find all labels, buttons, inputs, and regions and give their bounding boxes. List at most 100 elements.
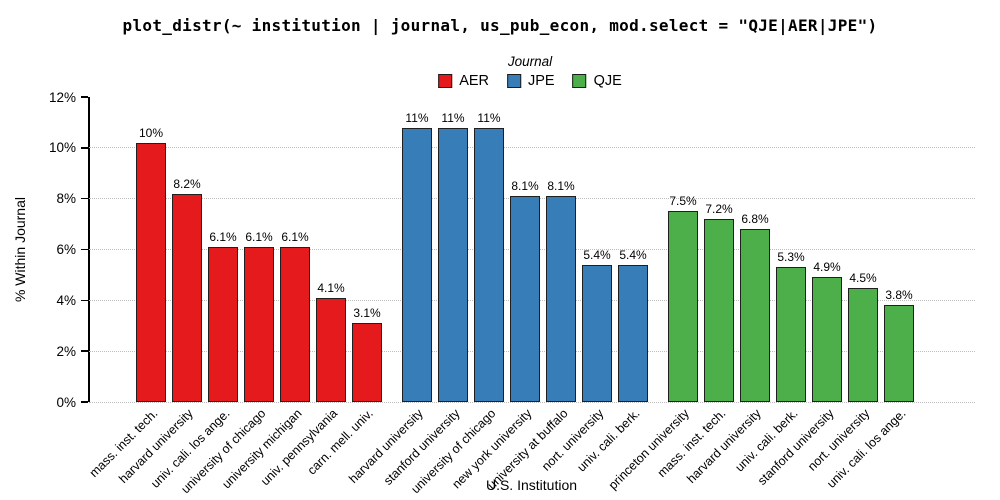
- bar-cell: 8.1% new york university: [449, 179, 540, 491]
- bar: [582, 264, 612, 402]
- gridline: [89, 147, 975, 149]
- bar-cell: 11% university of chicago: [408, 110, 504, 496]
- bar-value-label: 10%: [138, 125, 164, 140]
- bar-cell: 8.2% harvard university: [117, 176, 202, 486]
- bar-cell: 6.1% univ. cali. los ange.: [148, 229, 238, 491]
- bar-cell: 11% stanford university: [381, 110, 468, 488]
- bar: [172, 193, 202, 402]
- bar-cell: 5.4% nort. university: [539, 247, 612, 474]
- bar: [438, 127, 468, 402]
- legend: Journal AER JPE QJE: [438, 54, 622, 89]
- bar: [208, 246, 238, 402]
- bar-cell: 4.1% univ. pennsylvania: [258, 280, 346, 488]
- bar: [402, 127, 432, 402]
- y-axis-title-text: % Within Journal: [12, 196, 28, 303]
- bar: [618, 264, 648, 402]
- legend-item-label: AER: [459, 73, 490, 89]
- y-tick-label: 12%: [48, 89, 76, 105]
- aer-color-swatch: [438, 74, 453, 88]
- legend-item-aer: AER: [438, 73, 489, 89]
- y-axis-tick: [81, 248, 88, 251]
- bar: [704, 219, 734, 402]
- bar: [848, 287, 878, 402]
- bar-cell: 7.2% mass. inst. tech.: [654, 202, 734, 480]
- bar: [244, 246, 274, 402]
- jpe-color-swatch: [507, 74, 522, 88]
- bar-value-label: 6.1%: [209, 229, 237, 244]
- bar-value-label: 3.1%: [353, 306, 381, 321]
- bar-value-label: 4.5%: [849, 270, 877, 285]
- bar: [668, 211, 698, 402]
- legend-items: AER JPE QJE: [438, 73, 622, 89]
- bar-value-label: 11%: [405, 110, 429, 125]
- qje-color-swatch: [572, 74, 587, 88]
- bar-value-label: 4.1%: [317, 280, 345, 295]
- y-axis-line: [88, 97, 90, 402]
- bar-value-label: 11%: [477, 110, 501, 125]
- chart-title: plot_distr(~ institution | journal, us_p…: [122, 16, 878, 35]
- bar-group-aer: 10% mass. inst. tech. 8.2% harvard universi…: [86, 125, 382, 496]
- legend-item-label: JPE: [528, 73, 555, 89]
- bar-cell: 7.5% princeton university: [606, 194, 698, 492]
- y-tick-label: 0%: [56, 394, 76, 410]
- bars-row: 10% mass. inst. tech. 8.2% harvard universi…: [86, 110, 914, 496]
- plot-area: 10% mass. inst. tech. 8.2% harvard universi…: [49, 90, 975, 496]
- bar-group-qje: 7.5% princeton university 7.2% mass. inst. …: [606, 194, 914, 492]
- y-axis-tick: [81, 401, 88, 403]
- y-axis-tick: [81, 147, 88, 149]
- legend-item-qje: QJE: [572, 73, 622, 89]
- bar-value-label: 5.4%: [619, 247, 647, 262]
- bar-cell: 6.1% university of chicago: [178, 229, 274, 496]
- bar: [280, 246, 310, 402]
- bar-cell: 4.9% stanford university: [755, 260, 842, 488]
- y-axis-tick: [81, 350, 88, 352]
- bar: [884, 305, 914, 402]
- bar-value-label: 5.3%: [777, 250, 805, 265]
- legend-item-jpe: JPE: [507, 73, 555, 89]
- y-tick-label: 6%: [56, 242, 76, 257]
- bar-value-label: 5.4%: [583, 247, 611, 262]
- bar-cell: 11% harvard university: [347, 110, 432, 486]
- gridline: [89, 401, 975, 403]
- y-axis-tick: [81, 197, 88, 200]
- bar-cell: 5.3% univ. cali. berk.: [732, 250, 806, 474]
- bar-value-label: 7.2%: [705, 202, 733, 216]
- bar: [546, 196, 576, 402]
- bar-cell: 8.1% university at buffalo: [484, 179, 576, 492]
- bar-value-label: 6.8%: [741, 212, 769, 227]
- bar: [510, 196, 540, 402]
- y-axis-title: % Within Journal: [10, 97, 30, 402]
- bar-cell: 3.1% carn. mell. univ.: [305, 306, 382, 477]
- y-tick-label: 4%: [56, 292, 76, 308]
- bar: [316, 297, 346, 402]
- bar-cell: 3.8% univ. cali. los ange.: [824, 288, 914, 491]
- bar-cell: 10% mass. inst. tech.: [86, 125, 166, 480]
- x-axis-title: U.S. Institution: [485, 477, 578, 493]
- y-axis-tick: [81, 96, 88, 98]
- bar-cell: 4.5% nort. university: [805, 270, 878, 474]
- bar-group-jpe: 11% harvard university 11% stanford univers…: [347, 110, 648, 496]
- bar-cell: 6.8% harvard university: [685, 212, 770, 486]
- bar-value-label: 8.1%: [511, 179, 539, 194]
- bar-cell: 6.1% university michigan: [219, 229, 310, 491]
- bar-value-label: 4.9%: [813, 260, 841, 275]
- bar-value-label: 6.1%: [245, 229, 273, 244]
- y-tick-label: 2%: [56, 343, 76, 359]
- bar-value-label: 6.1%: [281, 229, 309, 244]
- bar-value-label: 8.1%: [547, 179, 575, 194]
- y-axis-tick: [81, 299, 88, 302]
- y-tick-label: 8%: [56, 191, 76, 207]
- y-tick-label: 10%: [48, 140, 76, 156]
- bar-value-label: 8.2%: [173, 176, 201, 191]
- legend-item-label: QJE: [593, 73, 622, 89]
- legend-title: Journal: [507, 54, 553, 69]
- bar-value-label: 7.5%: [669, 194, 697, 209]
- bar-cell: 5.4% univ. cali. berk.: [574, 247, 648, 474]
- bar: [136, 142, 166, 402]
- bar-value-label: 11%: [441, 110, 465, 125]
- bar: [776, 267, 806, 402]
- bar-value-label: 3.8%: [885, 288, 913, 303]
- bar: [352, 323, 382, 402]
- bar: [474, 127, 504, 402]
